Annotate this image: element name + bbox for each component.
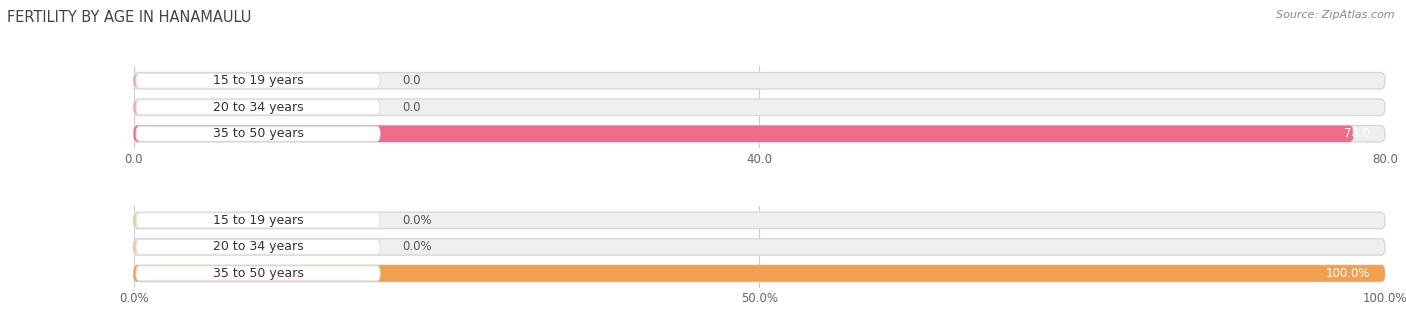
Text: 15 to 19 years: 15 to 19 years: [214, 214, 304, 227]
Text: 100.0%: 100.0%: [1326, 267, 1369, 280]
FancyBboxPatch shape: [136, 213, 380, 228]
Text: FERTILITY BY AGE IN HANAMAULU: FERTILITY BY AGE IN HANAMAULU: [7, 10, 252, 25]
FancyBboxPatch shape: [136, 266, 380, 281]
FancyBboxPatch shape: [134, 99, 1385, 116]
Text: 35 to 50 years: 35 to 50 years: [214, 127, 304, 140]
FancyBboxPatch shape: [134, 125, 1385, 142]
FancyBboxPatch shape: [136, 73, 380, 88]
FancyBboxPatch shape: [136, 100, 380, 115]
Text: 20 to 34 years: 20 to 34 years: [214, 240, 304, 254]
FancyBboxPatch shape: [134, 239, 1385, 255]
FancyBboxPatch shape: [134, 101, 284, 114]
FancyBboxPatch shape: [134, 241, 284, 253]
Text: 0.0%: 0.0%: [402, 240, 432, 254]
Text: 35 to 50 years: 35 to 50 years: [214, 267, 304, 280]
Text: 15 to 19 years: 15 to 19 years: [214, 74, 304, 87]
FancyBboxPatch shape: [136, 126, 380, 141]
FancyBboxPatch shape: [134, 265, 1385, 282]
FancyBboxPatch shape: [134, 212, 1385, 229]
Text: 0.0: 0.0: [402, 74, 422, 87]
FancyBboxPatch shape: [134, 125, 1354, 142]
FancyBboxPatch shape: [136, 239, 380, 255]
FancyBboxPatch shape: [134, 265, 1385, 282]
FancyBboxPatch shape: [134, 72, 1385, 89]
Text: 20 to 34 years: 20 to 34 years: [214, 101, 304, 114]
Text: 0.0%: 0.0%: [402, 214, 432, 227]
Text: 78.0: 78.0: [1344, 127, 1369, 140]
Text: Source: ZipAtlas.com: Source: ZipAtlas.com: [1277, 10, 1395, 20]
FancyBboxPatch shape: [134, 214, 284, 227]
FancyBboxPatch shape: [134, 74, 284, 87]
Text: 0.0: 0.0: [402, 101, 422, 114]
